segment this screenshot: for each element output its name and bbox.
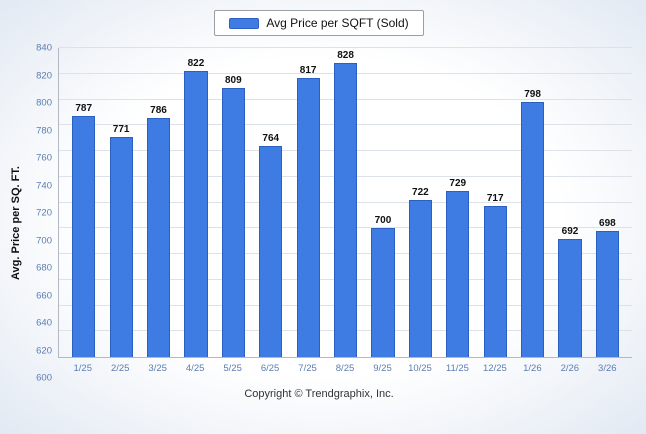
bar-slot: 698 [589, 48, 626, 357]
bar[interactable] [221, 87, 245, 357]
bar-slot: 828 [327, 48, 364, 357]
copyright-text: Copyright © Trendgraphix, Inc. [244, 388, 394, 400]
gridline [59, 47, 632, 48]
bars-container: 787 771 786 822 809 764 817 828 700 722 729 717 798 6… [59, 48, 632, 357]
bar-slot: 717 [476, 48, 513, 357]
bar-value-label: 722 [412, 186, 429, 198]
x-tick-label: 2/25 [110, 363, 130, 374]
y-tick-label: 760 [36, 152, 52, 164]
y-tick-label: 700 [36, 235, 52, 246]
x-tick-label: 12/25 [483, 363, 507, 374]
bar[interactable] [72, 116, 96, 357]
bar-slot: 771 [102, 48, 139, 357]
x-tick-label: 10/25 [408, 363, 432, 374]
bar-value-label: 717 [486, 193, 504, 205]
bar-value-label: 787 [75, 103, 93, 115]
bar-value-label: 692 [561, 225, 579, 237]
y-tick-label: 620 [36, 345, 52, 356]
bar-value-label: 764 [262, 132, 280, 144]
bar[interactable] [184, 71, 208, 357]
x-tick-label: 8/25 [335, 363, 355, 374]
bar-slot: 787 [65, 48, 102, 357]
bar-slot: 722 [402, 48, 439, 357]
x-tick-label: 4/25 [185, 363, 205, 374]
bar-value-label: 698 [599, 217, 616, 229]
x-tick-label: 1/25 [73, 363, 92, 374]
x-tick-label: 11/25 [445, 363, 469, 374]
bar[interactable] [520, 102, 545, 357]
y-tick-label: 740 [36, 180, 52, 191]
bar-value-label: 700 [374, 215, 392, 227]
x-tick-label: 5/25 [223, 363, 242, 374]
bar[interactable] [296, 77, 320, 357]
x-tick-label: 6/25 [260, 363, 280, 374]
bar-value-label: 729 [449, 177, 467, 189]
bar-slot: 798 [514, 48, 551, 357]
x-axis-tick-labels: 1/25 2/25 3/25 4/25 5/25 6/25 7/25 8/25 9/25 10/2… [58, 363, 632, 374]
y-tick-label: 640 [36, 317, 52, 329]
bar[interactable] [146, 117, 171, 357]
legend: Avg Price per SQFT (Sold) [214, 10, 424, 36]
x-tick-label: 7/25 [298, 363, 317, 374]
bar[interactable] [371, 228, 395, 357]
bar-value-label: 817 [299, 64, 317, 76]
y-tick-label: 660 [36, 290, 52, 301]
legend-swatch-icon [229, 17, 260, 29]
y-tick-label: 800 [36, 97, 52, 109]
bar-value-label: 786 [150, 104, 167, 116]
chart-area: Avg. Price per SQ. FT. 600 620 640 660 680 70… [6, 43, 632, 384]
x-tick-label: 3/25 [148, 363, 167, 374]
y-tick-label: 720 [36, 207, 52, 219]
bar[interactable] [446, 190, 470, 357]
bar-slot: 817 [289, 48, 326, 357]
bar-slot: 764 [252, 48, 289, 357]
bar-value-label: 771 [112, 123, 130, 135]
bar-slot: 809 [215, 48, 252, 357]
y-axis-title: Avg. Price per SQ. FT. [10, 166, 22, 280]
bar-slot: 786 [140, 48, 177, 357]
bar[interactable] [408, 199, 432, 357]
bar-value-label: 809 [224, 74, 242, 86]
bar-value-label: 828 [337, 50, 354, 62]
bar[interactable] [483, 206, 507, 357]
bar[interactable] [558, 238, 582, 357]
bar-slot: 692 [551, 48, 588, 357]
x-tick-label: 1/26 [523, 363, 542, 374]
plot-area: 787 771 786 822 809 764 817 828 700 722 729 717 798 6… [58, 47, 632, 358]
legend-container: Avg Price per SQFT (Sold) [6, 10, 632, 36]
y-tick-label: 600 [36, 372, 52, 384]
bar-value-label: 798 [524, 89, 541, 101]
bar-slot: 729 [439, 48, 476, 357]
x-tick-label: 9/25 [373, 363, 392, 374]
bar-slot: 822 [177, 48, 214, 357]
x-tick-label: 2/26 [560, 363, 580, 374]
bar[interactable] [595, 230, 619, 357]
bar-slot: 700 [364, 48, 401, 357]
x-tick-label: 3/26 [598, 363, 617, 374]
y-tick-label: 840 [36, 42, 52, 54]
y-axis-tick-labels: 600 620 640 660 680 700 720 740 760 780 800 820 840 [26, 43, 58, 384]
bar[interactable] [259, 145, 283, 357]
y-tick-label: 680 [36, 262, 52, 274]
plot-wrapper: 787 771 786 822 809 764 817 828 700 722 729 717 798 6… [58, 47, 632, 378]
bar-value-label: 822 [187, 58, 205, 70]
legend-label: Avg Price per SQFT (Sold) [266, 16, 409, 30]
bar[interactable] [333, 63, 358, 357]
y-tick-label: 780 [36, 125, 52, 136]
y-tick-label: 820 [36, 70, 52, 81]
bar[interactable] [109, 136, 133, 357]
